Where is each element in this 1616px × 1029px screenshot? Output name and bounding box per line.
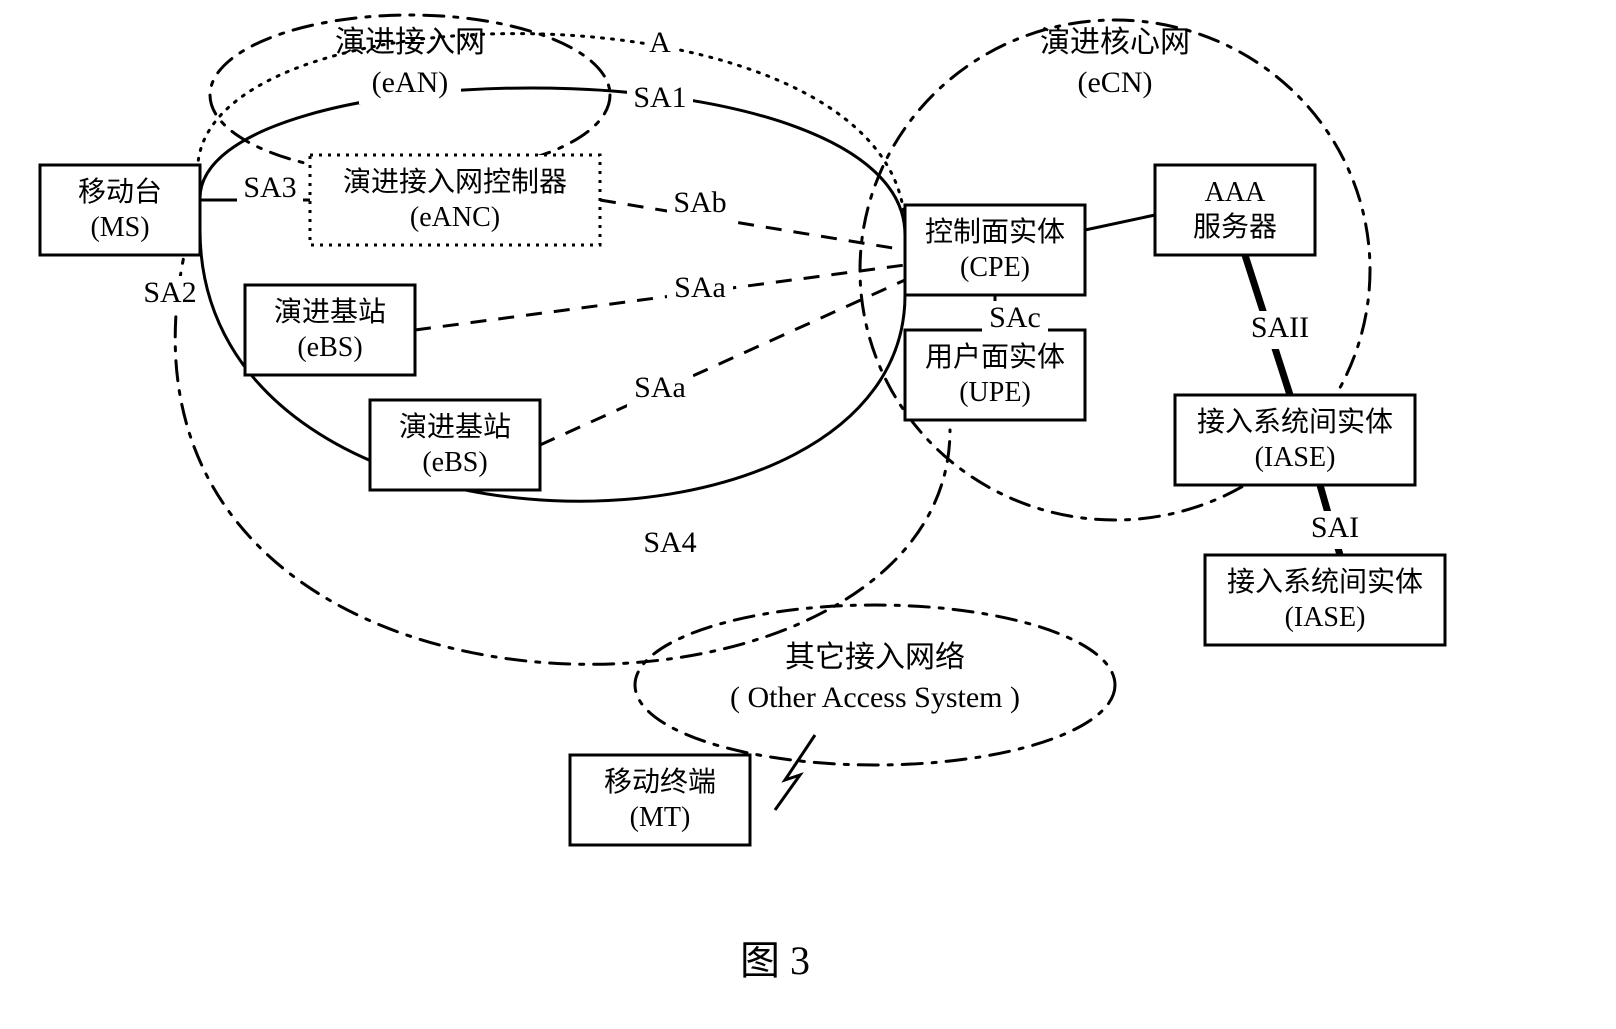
node-eanc: 演进接入网控制器 (eANC) <box>310 155 600 245</box>
label-SAb: SAb <box>673 186 726 219</box>
node-eanc-label2: (eANC) <box>410 202 500 233</box>
node-mt: 移动终端 (MT) <box>570 755 750 845</box>
label-A: A <box>649 26 671 59</box>
node-ebs1-label1: 演进基站 <box>274 296 386 328</box>
node-ebs2: 演进基站 (eBS) <box>370 400 540 490</box>
node-iase2-label2: (IASE) <box>1285 602 1366 633</box>
node-iase1-label1: 接入系统间实体 <box>1197 406 1393 438</box>
link-l_ebs1_cpe <box>415 265 905 330</box>
node-mt-label1: 移动终端 <box>604 766 716 798</box>
node-cpe-label1: 控制面实体 <box>925 216 1065 248</box>
label-SAa2: SAa <box>634 371 686 404</box>
label-SAc: SAc <box>989 301 1041 334</box>
label-SAI: SAI <box>1311 511 1359 544</box>
node-eanc-label1: 演进接入网控制器 <box>343 166 567 198</box>
node-iase2: 接入系统间实体 (IASE) <box>1205 555 1445 645</box>
node-ebs2-label1: 演进基站 <box>399 411 511 443</box>
label-SA1: SA1 <box>633 81 686 114</box>
label-ecn_l1: 演进核心网 <box>1040 26 1190 59</box>
nodes: 移动台 (MS) 演进接入网控制器 (eANC) 演进基站 (eBS) 演进基站 (eBS) 控… <box>40 155 1445 845</box>
label-oas_l1: 其它接入网络 <box>785 641 965 674</box>
label-ean_l2: (eAN) <box>372 66 449 99</box>
node-iase1: 接入系统间实体 (IASE) <box>1175 395 1415 485</box>
node-ebs1-label2: (eBS) <box>297 332 362 363</box>
node-ebs1: 演进基站 (eBS) <box>245 285 415 375</box>
node-ebs2-label2: (eBS) <box>422 447 487 478</box>
label-fig: 图 3 <box>740 938 810 983</box>
link-l_cpe_aaa <box>1085 215 1155 230</box>
label-SA3: SA3 <box>243 171 296 204</box>
node-aaa-label1: AAA <box>1205 177 1266 208</box>
wireless-icon <box>775 735 815 810</box>
label-ecn_l2: (eCN) <box>1078 66 1153 99</box>
node-upe: 用户面实体 (UPE) <box>905 330 1085 420</box>
node-cpe-label2: (CPE) <box>960 252 1030 283</box>
node-ms-label2: (MS) <box>90 212 149 243</box>
node-ms: 移动台 (MS) <box>40 165 200 255</box>
label-SA4: SA4 <box>643 526 696 559</box>
node-upe-label1: 用户面实体 <box>925 341 1065 373</box>
link-l_eanc_cpe <box>600 200 905 250</box>
label-SAII: SAII <box>1251 311 1309 344</box>
node-upe-label2: (UPE) <box>959 377 1031 408</box>
node-mt-label2: (MT) <box>630 802 691 833</box>
node-cpe: 控制面实体 (CPE) <box>905 205 1085 295</box>
label-SA2: SA2 <box>143 276 196 309</box>
node-aaa: AAA服务器 <box>1155 165 1315 255</box>
node-iase1-label2: (IASE) <box>1255 442 1336 473</box>
label-SAa1: SAa <box>674 271 726 304</box>
node-iase2-label1: 接入系统间实体 <box>1227 566 1423 598</box>
label-ean_l1: 演进接入网 <box>335 26 485 59</box>
label-oas_l2: ( Other Access System ) <box>730 681 1020 714</box>
node-ms-label1: 移动台 <box>78 176 162 208</box>
node-aaa-label2: 服务器 <box>1193 211 1277 243</box>
